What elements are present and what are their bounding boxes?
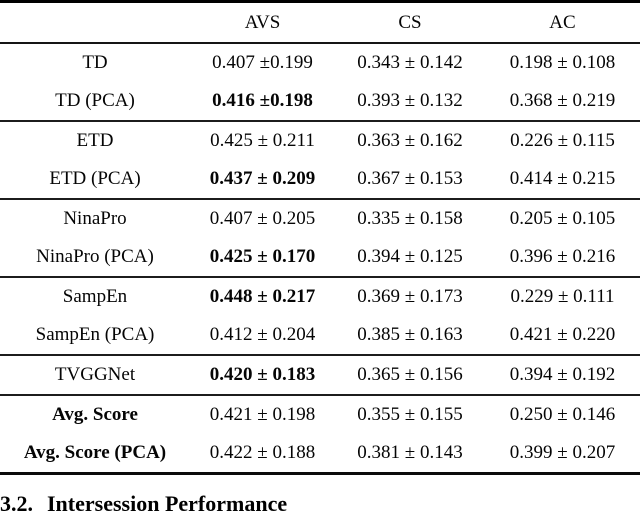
table-row: TVGGNet 0.420 ± 0.183 0.365 ± 0.156 0.394 ±…	[0, 354, 640, 395]
value-cell: 0.414 ± 0.215	[509, 168, 616, 189]
value-cell: 0.226 ± 0.115	[485, 120, 640, 160]
row-label: ETD (PCA)	[49, 168, 141, 189]
value-cell: 0.422 ± 0.188	[209, 442, 316, 463]
column-header-cs: CS	[335, 1, 485, 44]
table-row: TD 0.407 ±0.199 0.343 ± 0.142 0.198 ± 0.108	[0, 43, 640, 82]
value-cell: 0.367 ± 0.153	[357, 168, 463, 189]
table-body: TD 0.407 ±0.199 0.343 ± 0.142 0.198 ± 0.108…	[0, 43, 640, 474]
value-cell: 0.437 ± 0.209	[209, 168, 316, 189]
value-cell: 0.448 ± 0.217	[190, 276, 335, 316]
value-cell: 0.421 ± 0.220	[509, 324, 616, 345]
table-row: Avg. Score 0.421 ± 0.198 0.355 ± 0.155 0.25…	[0, 394, 640, 434]
value-cell: 0.343 ± 0.142	[357, 52, 463, 73]
table-row: TD (PCA) 0.416 ±0.198 0.393 ± 0.132 0.368 ±…	[0, 82, 640, 121]
value-cell: 0.368 ± 0.219	[509, 90, 616, 111]
value-cell: 0.205 ± 0.105	[485, 198, 640, 238]
section-number: 3.2.	[0, 491, 33, 516]
value-cell: 0.396 ± 0.216	[509, 246, 616, 267]
value-cell: 0.412 ± 0.204	[209, 324, 316, 345]
value-cell: 0.355 ± 0.155	[335, 394, 485, 434]
value-cell: 0.198 ± 0.108	[509, 52, 616, 73]
subsection-heading: 3.2. Intersession Performance	[0, 490, 640, 517]
row-label: Avg. Score	[0, 394, 190, 434]
table-row: ETD (PCA) 0.437 ± 0.209 0.367 ± 0.153 0.414…	[0, 160, 640, 199]
table-row: NinaPro 0.407 ± 0.205 0.335 ± 0.158 0.205 ±…	[0, 198, 640, 238]
row-label: NinaPro (PCA)	[36, 246, 154, 267]
value-cell: 0.369 ± 0.173	[335, 276, 485, 316]
value-cell: 0.420 ± 0.183	[190, 354, 335, 395]
value-cell: 0.250 ± 0.146	[485, 394, 640, 434]
row-label: ETD	[0, 120, 190, 160]
table-row: SampEn (PCA) 0.412 ± 0.204 0.385 ± 0.163 0.…	[0, 316, 640, 355]
row-label: NinaPro	[0, 198, 190, 238]
value-cell: 0.394 ± 0.125	[357, 246, 463, 267]
value-cell: 0.394 ± 0.192	[485, 354, 640, 395]
column-header-avs: AVS	[190, 1, 335, 44]
row-label: SampEn	[0, 276, 190, 316]
value-cell: 0.363 ± 0.162	[335, 120, 485, 160]
value-cell: 0.335 ± 0.158	[335, 198, 485, 238]
value-cell: 0.416 ±0.198	[212, 90, 313, 111]
value-cell: 0.229 ± 0.111	[485, 276, 640, 316]
table-row: Avg. Score (PCA) 0.422 ± 0.188 0.381 ± 0.1…	[0, 434, 640, 474]
column-header-ac: AC	[485, 1, 640, 44]
value-cell: 0.425 ± 0.211	[190, 120, 335, 160]
section-title: Intersession Performance	[47, 491, 288, 516]
value-cell: 0.425 ± 0.170	[209, 246, 316, 267]
results-table: AVS CS AC TD 0.407 ±0.199 0.343 ± 0.142 0.1…	[0, 0, 640, 475]
value-cell: 0.365 ± 0.156	[335, 354, 485, 395]
row-label: SampEn (PCA)	[35, 324, 155, 345]
row-label: Avg. Score (PCA)	[23, 442, 167, 463]
table-row: ETD 0.425 ± 0.211 0.363 ± 0.162 0.226 ± 0.1…	[0, 120, 640, 160]
table-row: NinaPro (PCA) 0.425 ± 0.170 0.394 ± 0.125 0…	[0, 238, 640, 277]
value-cell: 0.407 ±0.199	[212, 52, 313, 73]
value-cell: 0.381 ± 0.143	[357, 442, 463, 463]
table-row: SampEn 0.448 ± 0.217 0.369 ± 0.173 0.229 ± …	[0, 276, 640, 316]
value-cell: 0.393 ± 0.132	[357, 90, 463, 111]
value-cell: 0.421 ± 0.198	[190, 394, 335, 434]
header-row: AVS CS AC	[0, 1, 640, 44]
value-cell: 0.407 ± 0.205	[190, 198, 335, 238]
value-cell: 0.399 ± 0.207	[509, 442, 616, 463]
value-cell: 0.385 ± 0.163	[357, 324, 463, 345]
column-header-blank	[0, 1, 190, 44]
table-header: AVS CS AC	[0, 1, 640, 44]
row-label: TVGGNet	[0, 354, 190, 395]
row-label: TD (PCA)	[55, 90, 135, 111]
row-label: TD	[82, 52, 108, 73]
